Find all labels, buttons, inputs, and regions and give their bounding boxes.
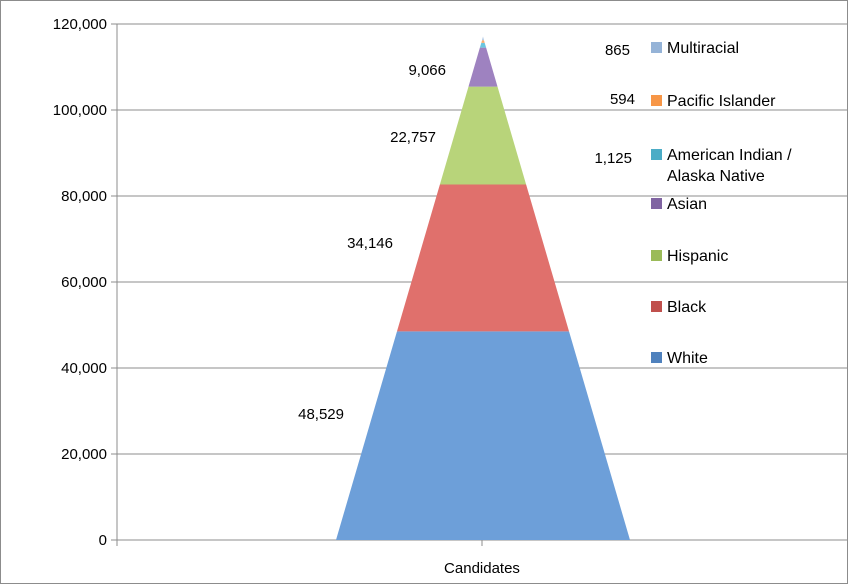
segment-white [336,331,630,540]
legend-swatch [651,95,662,106]
legend-label: Hispanic [667,248,728,265]
segment-hispanic [439,86,527,185]
legend-label: White [667,350,708,367]
legend-label: Multiracial [667,40,739,57]
data-label: 48,529 [298,406,344,423]
data-label: 9,066 [408,62,446,79]
legend-label: Black [667,299,707,316]
segment-american-indian-alaska-native [479,42,487,48]
data-label: 34,146 [347,235,393,252]
y-tick-label: 0 [99,532,107,549]
data-label: 865 [605,42,630,59]
legend-swatch [651,42,662,53]
legend-label: Alaska Native [667,168,765,185]
y-tick-label: 120,000 [53,16,107,33]
legend-label: Asian [667,196,707,213]
legend-swatch [651,198,662,209]
segment-black [396,184,570,332]
legend-swatch [651,352,662,363]
segment-pacific-islander [481,40,485,43]
y-tick-label: 80,000 [61,188,107,205]
legend-swatch [651,301,662,312]
y-tick-label: 100,000 [53,102,107,119]
data-label: 594 [610,91,635,108]
pyramid-segments [336,36,630,540]
data-label: 1,125 [594,150,632,167]
legend-swatch [651,149,662,160]
data-labels: 48,529 34,146 22,757 9,066 1,125 594 865 [298,42,635,423]
legend-label: American Indian / [667,147,792,164]
segment-multiracial [482,36,484,41]
segment-asian [468,47,498,87]
legend-swatch [651,250,662,261]
legend-label: Pacific Islander [667,93,776,110]
x-category-label: Candidates [444,560,520,577]
y-tick-label: 60,000 [61,274,107,291]
y-tick-label: 40,000 [61,360,107,377]
y-tick-label: 20,000 [61,446,107,463]
legend: Multiracial Pacific Islander American Indi… [651,40,792,367]
data-label: 22,757 [390,129,436,146]
axes: 0 20,000 40,000 60,000 80,000 100,000 120,000 C… [53,16,847,577]
